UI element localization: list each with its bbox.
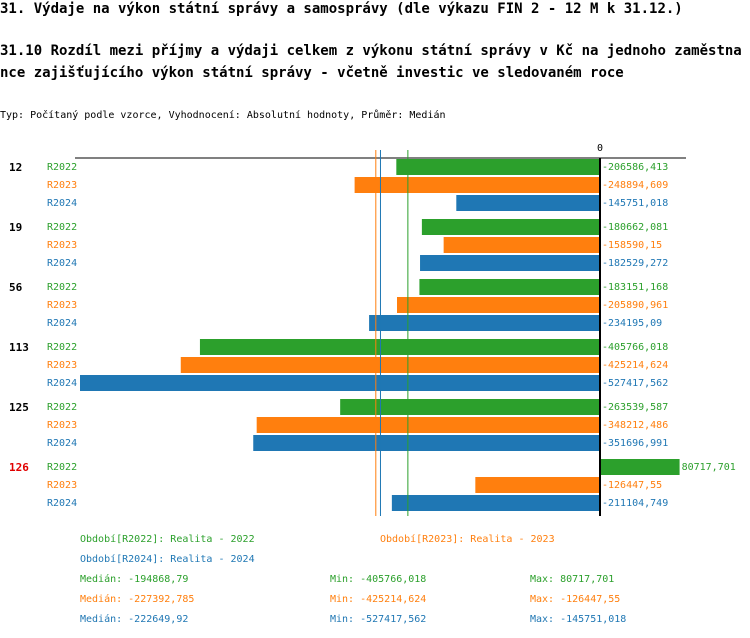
series-label-r2022: R2022	[47, 462, 77, 473]
legend-period-r2022: Období[R2022]: Realita - 2022	[80, 534, 255, 545]
bar-56-r2023	[397, 297, 600, 313]
value-label-12-r2023: -248894,609	[602, 180, 668, 191]
value-label-113-r2022: -405766,018	[602, 342, 668, 353]
bar-125-r2023	[256, 417, 600, 433]
series-label-r2024: R2024	[47, 498, 77, 509]
bar-19-r2023	[443, 237, 600, 253]
value-label-19-r2023: -158590,15	[602, 240, 662, 251]
legend-max-r2023: Max: -126447,55	[530, 594, 621, 605]
series-label-r2023: R2023	[47, 420, 77, 431]
bar-126-r2023	[475, 477, 600, 493]
series-label-r2022: R2022	[47, 222, 77, 233]
value-label-56-r2024: -234195,09	[602, 318, 662, 329]
bar-126-r2022	[600, 459, 680, 475]
bar-113-r2022	[199, 339, 600, 355]
series-label-r2022: R2022	[47, 282, 77, 293]
bar-126-r2024	[391, 495, 600, 511]
group-label-126: 126	[9, 461, 29, 474]
legend-median-r2024: Medián: -222649,92	[80, 614, 189, 625]
series-label-r2023: R2023	[47, 240, 77, 251]
value-label-19-r2024: -182529,272	[602, 258, 668, 269]
bar-125-r2022	[340, 399, 600, 415]
value-label-126-r2022: 80717,701	[682, 462, 736, 473]
series-label-r2024: R2024	[47, 258, 77, 269]
value-label-125-r2022: -263539,587	[602, 402, 668, 413]
legend-max-r2022: Max: 80717,701	[530, 574, 615, 585]
group-label-125: 125	[9, 401, 29, 414]
value-label-125-r2024: -351696,991	[602, 438, 668, 449]
group-label-113: 113	[9, 341, 29, 354]
legend-max-r2024: Max: -145751,018	[530, 614, 627, 625]
legend-median-r2022: Medián: -194868,79	[80, 574, 189, 585]
chart-subtitle: 31.10 Rozdíl mezi příjmy a výdaji celkem…	[0, 43, 742, 81]
value-label-12-r2024: -145751,018	[602, 198, 668, 209]
group-label-19: 19	[9, 221, 22, 234]
bar-12-r2022	[396, 159, 600, 175]
value-label-113-r2023: -425214,624	[602, 360, 668, 371]
bar-19-r2024	[420, 255, 600, 271]
series-label-r2024: R2024	[47, 198, 77, 209]
series-label-r2023: R2023	[47, 180, 77, 191]
series-label-r2023: R2023	[47, 300, 77, 311]
legend-min-r2023: Min: -425214,624	[330, 594, 427, 605]
legend-min-r2022: Min: -405766,018	[330, 574, 427, 585]
series-label-r2024: R2024	[47, 378, 77, 389]
bar-113-r2023	[180, 357, 600, 373]
group-label-12: 12	[9, 161, 22, 174]
legend-period-r2024: Období[R2024]: Realita - 2024	[80, 554, 255, 565]
series-label-r2022: R2022	[47, 162, 77, 173]
series-label-r2024: R2024	[47, 318, 77, 329]
value-label-12-r2022: -206586,413	[602, 162, 668, 173]
legend-min-r2024: Min: -527417,562	[330, 614, 427, 625]
bar-19-r2022	[421, 219, 600, 235]
bar-125-r2024	[253, 435, 600, 451]
value-label-19-r2022: -180662,081	[602, 222, 668, 233]
value-label-113-r2024: -527417,562	[602, 378, 668, 389]
chart-title: 31. Výdaje na výkon státní správy a samo…	[0, 1, 683, 17]
value-label-126-r2023: -126447,55	[602, 480, 662, 491]
value-label-56-r2022: -183151,168	[602, 282, 668, 293]
bar-56-r2024	[369, 315, 600, 331]
chart-type-line: Typ: Počítaný podle vzorce, Vyhodnocení:…	[0, 110, 446, 121]
value-label-125-r2023: -348212,486	[602, 420, 668, 431]
series-label-r2024: R2024	[47, 438, 77, 449]
bar-113-r2024	[80, 375, 600, 391]
value-label-56-r2023: -205890,961	[602, 300, 668, 311]
legend-median-r2023: Medián: -227392,785	[80, 594, 195, 605]
value-label-126-r2024: -211104,749	[602, 498, 668, 509]
bar-12-r2024	[456, 195, 600, 211]
series-label-r2023: R2023	[47, 480, 77, 491]
bar-12-r2023	[354, 177, 600, 193]
zero-tick-label: 0	[597, 143, 603, 154]
bar-56-r2022	[419, 279, 600, 295]
series-label-r2022: R2022	[47, 402, 77, 413]
series-label-r2022: R2022	[47, 342, 77, 353]
series-label-r2023: R2023	[47, 360, 77, 371]
group-label-56: 56	[9, 281, 23, 294]
legend-period-r2023: Období[R2023]: Realita - 2023	[380, 534, 555, 545]
